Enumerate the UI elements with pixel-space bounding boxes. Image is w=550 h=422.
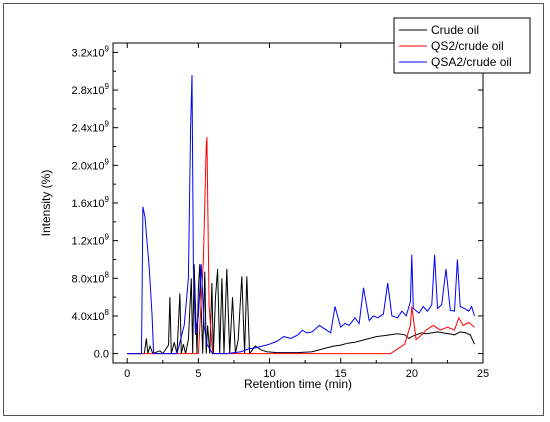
series-line-1 — [127, 264, 475, 356]
series-line-2 — [127, 137, 475, 355]
x-tick-label: 25 — [477, 368, 489, 380]
y-tick-label: 3.2x109 — [72, 44, 110, 59]
y-tick-label: 4.0x108 — [72, 308, 110, 323]
plot-area — [112, 42, 484, 364]
y-tick-label: 2.4x109 — [72, 120, 110, 135]
y-tick-label: 1.2x109 — [72, 233, 110, 248]
legend: Crude oil QS2/crude oil QSA2/crude oil — [393, 17, 531, 74]
x-tick-label: 20 — [406, 368, 418, 380]
series-layer — [127, 74, 475, 356]
x-axis: 0 5 10 15 20 25 — [124, 43, 489, 380]
legend-label: QS2/crude oil — [431, 39, 504, 53]
x-tick-label: 10 — [263, 368, 275, 380]
x-axis-label: Retention time (min) — [244, 377, 352, 391]
x-tick-label: 0 — [124, 368, 130, 380]
legend-label: Crude oil — [431, 23, 479, 37]
y-tick-label: 0.0 — [94, 349, 109, 361]
y-tick-label: 1.6x109 — [72, 195, 110, 210]
y-tick-label: 8.0x108 — [72, 270, 110, 285]
y-tick-label: 2.8x109 — [72, 82, 110, 97]
x-tick-label: 15 — [335, 368, 347, 380]
series-line-3 — [127, 74, 475, 355]
y-axis: 0.0 4.0x108 8.0x108 1.2x109 1.6x109 2.0x109 2.… — [72, 44, 483, 361]
legend-label: QSA2/crude oil — [431, 55, 512, 69]
x-tick-label: 5 — [195, 368, 201, 380]
y-tick-label: 2.0x109 — [72, 157, 110, 172]
y-axis-label: Intensity (%) — [39, 170, 53, 237]
